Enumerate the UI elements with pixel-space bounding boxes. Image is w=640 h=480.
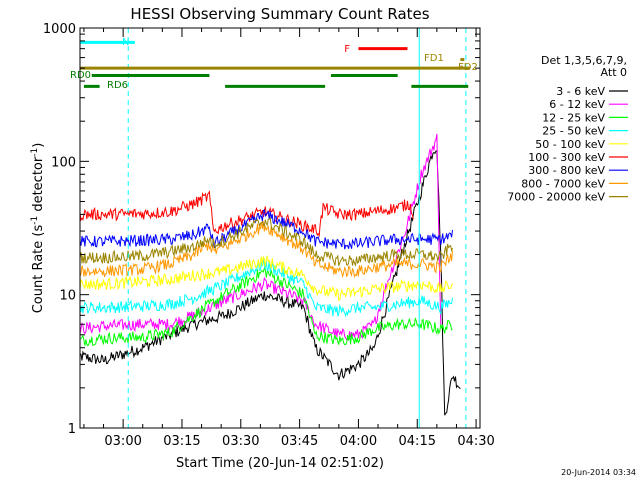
y-tick-label: 1000 — [43, 22, 76, 37]
flag-label-n: N — [122, 37, 129, 48]
y-axis-title-mid: detector — [31, 156, 46, 216]
flag-label-rd6: RD6 — [107, 80, 128, 91]
plot-area: N F FD1 FD2 RD0 RD6 — [70, 27, 481, 429]
legend-header-line: Det 1,3,5,6,7,9, — [541, 54, 627, 67]
y-axis-title: Count Rate (s-1 detector-1) — [30, 143, 46, 314]
flag-label-rd0: RD0 — [70, 70, 91, 81]
series-line-5 — [80, 254, 453, 302]
legend-label: 300 - 800 keV — [528, 164, 605, 177]
legend-label: 7000 - 20000 keV — [507, 191, 605, 204]
y-tick-label: 100 — [51, 155, 76, 170]
flag-label-fd1: FD1 — [424, 53, 444, 64]
y-axis-title-sup2: -1 — [30, 148, 40, 157]
flag-label-f: F — [344, 44, 350, 55]
y-axis: 1 10 100 1000 — [43, 22, 480, 437]
x-tick-label: 03:45 — [281, 434, 318, 449]
series-traces — [80, 133, 461, 416]
series-line-7 — [80, 208, 453, 250]
series-line-6 — [80, 190, 414, 238]
series-line-8 — [80, 220, 453, 279]
x-axis: 03:00 03:15 03:30 03:45 04:00 04:15 04:30 — [83, 28, 495, 449]
legend-label: 100 - 300 keV — [528, 151, 605, 164]
legend-label: 12 - 25 keV — [542, 111, 605, 124]
x-tick-label: 04:00 — [340, 434, 377, 449]
series-line-1 — [80, 150, 461, 416]
x-tick-label: 03:00 — [104, 434, 141, 449]
timestamp: 20-Jun-2014 03:34 — [561, 468, 636, 477]
y-axis-title-main: Count Rate (s — [31, 225, 46, 314]
legend-header-line: Att 0 — [601, 66, 627, 79]
x-tick-label: 03:30 — [222, 434, 259, 449]
x-tick-label: 03:15 — [163, 434, 200, 449]
y-axis-title-sup1: -1 — [30, 216, 40, 225]
chart-title: HESSI Observing Summary Count Rates — [130, 5, 429, 23]
series-line-4 — [80, 258, 453, 318]
series-line-3 — [80, 267, 453, 347]
series-line-9 — [80, 217, 453, 267]
legend-label: 50 - 100 keV — [535, 138, 605, 151]
y-tick-label: 1 — [68, 422, 76, 437]
y-tick-label: 10 — [59, 289, 76, 304]
legend-label: 3 - 6 keV — [556, 85, 605, 98]
legend-label: 25 - 50 keV — [542, 125, 605, 138]
x-axis-title: Start Time (20-Jun-14 02:51:02) — [176, 456, 384, 471]
y-axis-title-end: ) — [31, 143, 46, 148]
legend-label: 6 - 12 keV — [549, 98, 605, 111]
x-tick-label: 04:30 — [457, 434, 494, 449]
series-line-2 — [80, 133, 442, 341]
legend-label: 800 - 7000 keV — [521, 177, 605, 190]
x-tick-label: 04:15 — [399, 434, 436, 449]
flag-label-fd2: FD2 — [458, 62, 478, 73]
